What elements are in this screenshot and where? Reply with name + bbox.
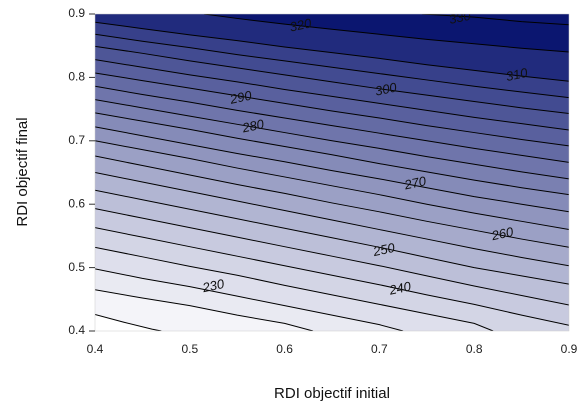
contour-line-245 xyxy=(95,208,569,306)
plot-frame xyxy=(94,13,570,332)
contour-line-320 xyxy=(203,14,569,53)
y-tick-label: 0.8 xyxy=(68,70,85,84)
y-tick-label: 0.7 xyxy=(68,133,85,147)
contour-bands xyxy=(95,14,569,331)
contour-line-240 xyxy=(95,227,569,326)
contour-line-260 xyxy=(95,155,569,248)
y-tick-label: 0.6 xyxy=(68,196,85,210)
x-tick-label: 0.5 xyxy=(181,342,198,356)
contour-label-260: 260 xyxy=(489,224,515,244)
y-axis: 0.4 0.5 0.6 0.7 0.8 0.9 xyxy=(68,6,95,337)
x-tick-label: 0.6 xyxy=(276,342,293,356)
contour-line-225 xyxy=(95,289,314,331)
contour-line-275 xyxy=(95,112,569,196)
contour-line-300 xyxy=(95,45,569,115)
x-tick-label: 0.7 xyxy=(371,342,388,356)
contour-line-220 xyxy=(95,314,162,331)
contour-label-300: 300 xyxy=(374,79,399,98)
contour-line-255 xyxy=(95,172,569,267)
contour-line-230 xyxy=(95,268,404,331)
x-tick-label: 0.4 xyxy=(87,342,104,356)
contour-label-250: 250 xyxy=(371,240,397,260)
y-axis-title: RDI objectif final xyxy=(14,117,31,226)
contour-label-320: 320 xyxy=(288,15,313,34)
contour-line-310 xyxy=(95,21,569,82)
contour-line-280 xyxy=(95,99,569,180)
x-axis-title: RDI objectif initial xyxy=(274,385,390,402)
y-tick-label: 0.4 xyxy=(68,323,85,337)
contour-line-270 xyxy=(95,126,569,213)
contour-label-240: 240 xyxy=(387,278,413,298)
x-tick-label: 0.9 xyxy=(561,342,578,356)
contour-line-290 xyxy=(95,72,569,147)
contour-line-285 xyxy=(95,85,569,163)
x-axis: 0.4 0.5 0.6 0.7 0.8 0.9 xyxy=(87,342,578,356)
x-tick-label: 0.8 xyxy=(466,342,483,356)
contour-line-250 xyxy=(95,189,569,285)
contour-label-270: 270 xyxy=(402,173,428,193)
contour-line-295 xyxy=(95,59,569,131)
y-tick-label: 0.9 xyxy=(68,6,85,20)
contour-label-280: 280 xyxy=(240,116,266,136)
contour-line-305 xyxy=(95,33,569,99)
contour-line-265 xyxy=(95,140,569,231)
contour-line-330 xyxy=(422,14,569,26)
y-tick-label: 0.5 xyxy=(68,260,85,274)
contour-band-lowest xyxy=(95,314,162,331)
contour-label-310: 310 xyxy=(504,65,529,84)
contour-label-290: 290 xyxy=(228,88,254,108)
contour-line-235 xyxy=(95,246,494,331)
contour-label-230: 230 xyxy=(200,276,226,296)
contour-band-225 xyxy=(95,289,314,331)
contour-lines xyxy=(95,14,569,331)
